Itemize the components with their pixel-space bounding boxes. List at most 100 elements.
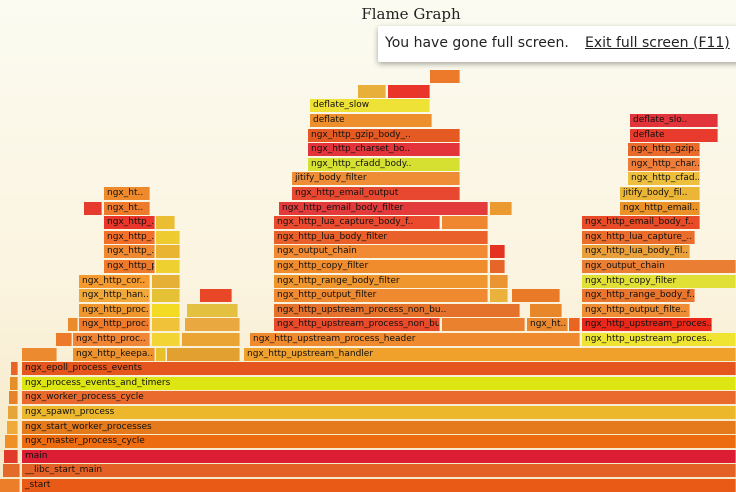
stack-frame[interactable] [68,318,78,331]
stack-frame[interactable]: ngx_http_range_body_f.. [582,289,695,302]
stack-frame[interactable] [22,348,57,361]
stack-frame[interactable]: ngx_ht.. [527,318,568,331]
stack-frame[interactable]: ngx_http_output_filte.. [582,304,690,317]
stack-frame[interactable]: main [22,450,736,463]
stack-frame[interactable] [530,304,562,317]
frame-label: ngx_http_upstream_process_header [253,334,416,344]
stack-frame[interactable]: ngx_worker_process_cycle [22,391,736,404]
stack-frame[interactable]: ngx_http_keepa.. [73,348,155,361]
stack-frame[interactable]: deflate [310,114,432,127]
stack-frame[interactable] [84,202,102,215]
stack-frame[interactable]: deflate_slo.. [630,114,718,127]
stack-frame[interactable]: ngx_http_han.. [79,289,150,302]
stack-frame[interactable] [3,464,20,477]
stack-frame[interactable] [200,289,232,302]
stack-frame[interactable]: ngx_http_proc.. [73,333,150,346]
stack-frame[interactable]: ngx_spawn_process [22,406,736,419]
stack-frame[interactable]: jitify_body_fil.. [620,187,700,200]
stack-frame[interactable] [7,421,18,434]
stack-frame[interactable] [430,70,460,83]
stack-frame[interactable] [152,333,180,346]
stack-frame[interactable]: ngx_http_upstream_handler [244,348,736,361]
stack-frame[interactable]: ngx_output_chain [582,260,736,273]
stack-frame[interactable] [388,85,430,98]
stack-frame[interactable]: ngx_http_range_body_filter [274,275,488,288]
stack-frame[interactable]: ngx_http_cfadd_body.. [308,158,460,171]
stack-frame[interactable] [152,318,180,331]
stack-frame[interactable]: ngx_http_upstream_proces.. [582,333,736,346]
stack-frame[interactable] [10,377,18,390]
stack-frame[interactable]: ngx_http_lua_capture_.. [582,231,695,244]
stack-frame[interactable]: ngx_http_upstream_process_non_bu.. [274,304,520,317]
stack-frame[interactable]: _start [22,479,736,492]
stack-frame[interactable] [156,260,180,273]
stack-frame[interactable] [8,406,18,419]
stack-frame[interactable] [9,391,18,404]
stack-frame[interactable] [490,202,512,215]
stack-frame[interactable]: ngx_http_copy_filter [582,275,736,288]
stack-frame[interactable]: ngx_http_lua_body_fil.. [582,245,690,258]
stack-frame[interactable]: ngx_http_lua_body_filter [274,231,488,244]
stack-frame[interactable]: ngx_http_cfad.. [628,172,700,185]
stack-frame[interactable]: ngx_http_email_body_f.. [582,216,700,229]
stack-frame[interactable] [5,435,18,448]
stack-frame[interactable]: ngx_http_cor.. [79,275,150,288]
stack-frame[interactable]: ngx_process_events_and_timers [22,377,736,390]
stack-frame[interactable]: ngx_http_.. [104,245,155,258]
stack-frame[interactable]: deflate_slow [310,99,430,112]
stack-frame[interactable]: ngx_http_char.. [628,158,700,171]
stack-frame[interactable] [152,304,180,317]
stack-frame[interactable]: ngx_http_upstream_process_header [250,333,580,346]
stack-frame[interactable]: __libc_start_main [22,464,736,477]
stack-frame[interactable]: jitify_body_filter [292,172,460,185]
stack-frame[interactable]: ngx_http_charset_bo.. [308,143,460,156]
stack-frame[interactable]: ngx_http_upstream_proces.. [582,318,712,331]
stack-frame[interactable] [490,289,508,302]
stack-frame[interactable] [156,348,166,361]
stack-frame[interactable]: ngx_http_proc.. [79,318,150,331]
stack-frame[interactable] [185,318,240,331]
stack-frame[interactable] [490,245,505,258]
stack-frame[interactable] [490,275,508,288]
stack-frame[interactable] [156,231,180,244]
stack-frame[interactable] [56,333,72,346]
stack-frame[interactable] [569,318,580,331]
stack-frame[interactable] [156,216,175,229]
stack-frame[interactable]: ngx_http_copy_filter [274,260,488,273]
stack-frame[interactable] [358,85,386,98]
stack-frame[interactable] [512,289,560,302]
stack-frame[interactable] [442,216,488,229]
stack-frame[interactable]: ngx_ht.. [104,202,150,215]
stack-frame[interactable]: ngx_master_process_cycle [22,435,736,448]
stack-frame[interactable]: ngx_http_gzip_body_.. [308,129,460,142]
stack-frame[interactable] [11,362,18,375]
stack-frame[interactable]: ngx_http_gzip.. [628,143,700,156]
stack-frame[interactable]: ngx_http_proc.. [104,260,155,273]
stack-frame[interactable] [490,260,505,273]
exit-fullscreen-link[interactable]: Exit full screen (F11) [585,35,730,51]
stack-frame[interactable] [152,289,180,302]
stack-frame[interactable]: ngx_http_output_filter [274,289,488,302]
stack-frame[interactable] [182,333,240,346]
stack-frame[interactable]: ngx_http_email_output [292,187,460,200]
frame-label: ngx_http_char.. [631,159,700,169]
stack-frame[interactable]: deflate [630,129,718,142]
stack-frame[interactable] [167,348,240,361]
stack-frame[interactable] [0,479,20,492]
stack-frame[interactable]: ngx_epoll_process_events [22,362,736,375]
stack-frame[interactable]: ngx_http_email_body_filter [279,202,488,215]
stack-frame[interactable]: ngx_http_.. [104,216,155,229]
stack-frame[interactable] [156,245,180,258]
stack-frame[interactable]: ngx_http_proc.. [79,304,150,317]
stack-frame[interactable]: ngx_start_worker_processes [22,421,736,434]
stack-frame[interactable]: ngx_http_upstream_process_non_bu.. [274,318,440,331]
stack-frame[interactable]: ngx_output_chain [274,245,488,258]
stack-frame[interactable]: ngx_http_.. [104,231,155,244]
stack-frame[interactable]: ngx_http_email.. [620,202,700,215]
stack-frame[interactable] [152,275,180,288]
stack-frame[interactable] [187,304,238,317]
stack-frame[interactable] [442,318,525,331]
stack-frame[interactable]: ngx_ht.. [104,187,150,200]
stack-frame[interactable] [4,450,18,463]
stack-frame[interactable]: ngx_http_lua_capture_body_f.. [274,216,440,229]
